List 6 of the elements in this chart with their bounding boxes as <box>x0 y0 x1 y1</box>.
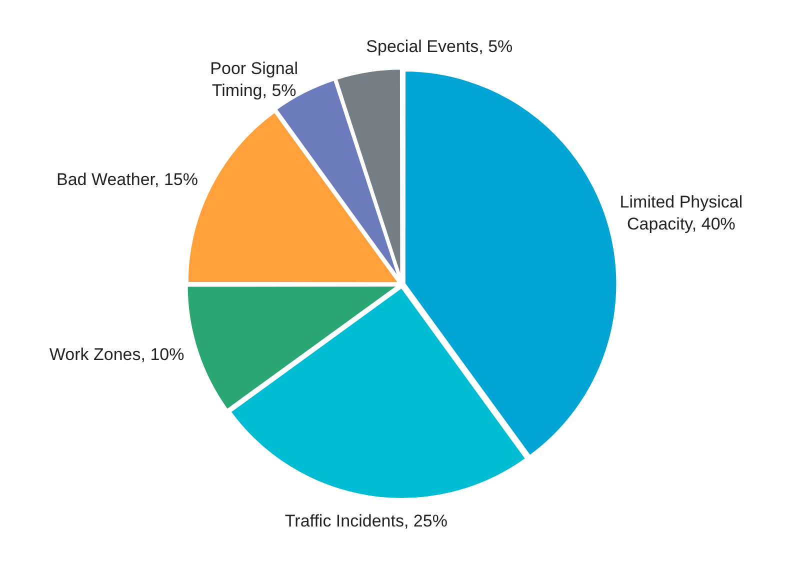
slice-label: Bad Weather, 15% <box>56 170 198 190</box>
slice-label: Traffic Incidents, 25% <box>284 511 448 530</box>
slice-label: Special Events, 5% <box>366 37 513 56</box>
slice-label: Poor Signal Timing, 5% <box>210 59 298 100</box>
slice-label: Work Zones, 10% <box>49 344 184 364</box>
slice-label: Limited Physical Capacity, 40% <box>620 192 743 234</box>
